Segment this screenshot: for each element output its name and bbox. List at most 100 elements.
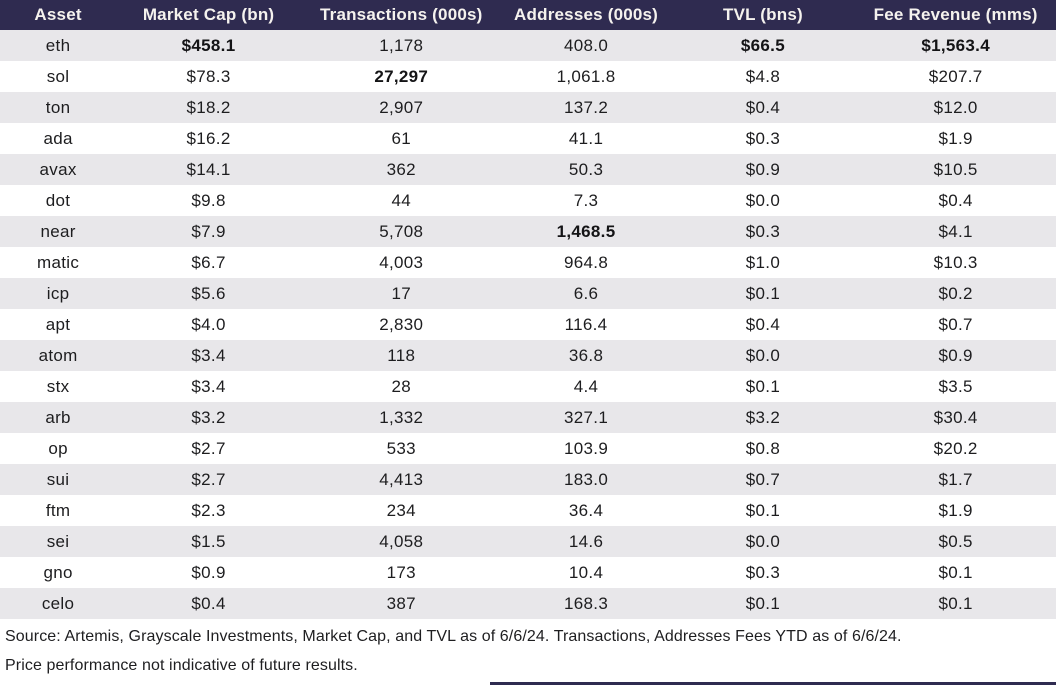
table-row: ada $16.2 61 41.1 $0.3 $1.9: [0, 123, 1056, 154]
table-row: avax $14.1 362 50.3 $0.9 $10.5: [0, 154, 1056, 185]
table-row: celo $0.4 387 168.3 $0.1 $0.1: [0, 588, 1056, 619]
column-header-asset: Asset: [0, 0, 117, 30]
cell-transactions: 4,413: [379, 469, 424, 489]
cell-addresses: 168.3: [564, 593, 609, 613]
cell-transactions: 61: [391, 128, 412, 148]
footer: Source: Artemis, Grayscale Investments, …: [0, 619, 1056, 675]
cell-fee-revenue: $0.5: [938, 531, 973, 551]
cell-asset: ada: [43, 128, 73, 148]
cell-transactions: 5,708: [379, 221, 424, 241]
table-header: Asset Market Cap (bn) Transactions (000s…: [0, 0, 1056, 30]
cell-transactions: 362: [386, 159, 416, 179]
cell-market-cap: $1.5: [191, 531, 226, 551]
cell-tvl: $0.0: [745, 531, 781, 551]
cell-tvl: $0.4: [745, 97, 781, 117]
cell-market-cap: $5.6: [191, 283, 226, 303]
cell-market-cap: $3.4: [191, 345, 226, 365]
cell-transactions: 533: [386, 438, 416, 458]
bottom-divider: [490, 682, 1056, 685]
cell-asset: dot: [45, 190, 71, 210]
cell-fee-revenue: $10.3: [933, 252, 978, 272]
cell-fee-revenue: $0.2: [938, 283, 973, 303]
table-body: eth $458.1 1,178 408.0 $66.5 $1,563.4 so…: [0, 30, 1056, 619]
cell-transactions: 2,907: [379, 97, 424, 117]
cell-asset: arb: [45, 407, 71, 427]
cell-asset: sui: [46, 469, 70, 489]
cell-market-cap: $6.7: [191, 252, 226, 272]
cell-fee-revenue: $1.7: [938, 469, 973, 489]
cell-asset: matic: [37, 252, 80, 272]
cell-market-cap: $3.2: [191, 407, 226, 427]
cell-asset: near: [40, 221, 76, 241]
cell-tvl: $3.2: [745, 407, 781, 427]
cell-addresses: 36.4: [568, 500, 604, 520]
cell-addresses: 41.1: [568, 128, 604, 148]
cell-fee-revenue: $3.5: [938, 376, 973, 396]
cell-addresses: 14.6: [568, 531, 604, 551]
cell-market-cap: $2.3: [191, 500, 226, 520]
cell-asset: sol: [46, 66, 70, 86]
cell-addresses: 137.2: [564, 97, 609, 117]
cell-tvl: $0.1: [745, 376, 781, 396]
cell-market-cap: $14.1: [186, 159, 231, 179]
cell-tvl: $0.1: [745, 283, 781, 303]
cell-asset: ton: [45, 97, 71, 117]
asset-metrics-table: Asset Market Cap (bn) Transactions (000s…: [0, 0, 1056, 619]
cell-fee-revenue: $12.0: [933, 97, 978, 117]
cell-tvl: $0.3: [745, 562, 781, 582]
cell-transactions: 118: [387, 345, 416, 365]
cell-addresses: 327.1: [564, 407, 609, 427]
cell-addresses: 50.3: [568, 159, 604, 179]
cell-fee-revenue: $10.5: [933, 159, 978, 179]
cell-addresses: 4.4: [573, 376, 599, 396]
cell-asset: avax: [39, 159, 77, 179]
cell-market-cap: $9.8: [191, 190, 226, 210]
cell-addresses: 36.8: [568, 345, 604, 365]
cell-transactions: 4,058: [379, 531, 424, 551]
cell-asset: apt: [45, 314, 71, 334]
table-row: stx $3.4 28 4.4 $0.1 $3.5: [0, 371, 1056, 402]
cell-tvl: $66.5: [740, 35, 785, 55]
cell-asset: atom: [38, 345, 78, 365]
cell-transactions: 173: [386, 562, 416, 582]
cell-transactions: 1,332: [379, 407, 424, 427]
table-row: sei $1.5 4,058 14.6 $0.0 $0.5: [0, 526, 1056, 557]
cell-asset: eth: [45, 35, 71, 55]
cell-addresses: 964.8: [564, 252, 609, 272]
cell-asset: ftm: [45, 500, 71, 520]
cell-addresses: 408.0: [564, 35, 609, 55]
cell-market-cap: $2.7: [191, 438, 226, 458]
table-row: dot $9.8 44 7.3 $0.0 $0.4: [0, 185, 1056, 216]
table-row: atom $3.4 118 36.8 $0.0 $0.9: [0, 340, 1056, 371]
cell-tvl: $4.8: [745, 66, 781, 86]
cell-addresses: 103.9: [564, 438, 609, 458]
cell-tvl: $0.3: [745, 128, 781, 148]
cell-fee-revenue: $1.9: [938, 500, 973, 520]
cell-asset: sei: [46, 531, 70, 551]
table-row: icp $5.6 17 6.6 $0.1 $0.2: [0, 278, 1056, 309]
table-row: near $7.9 5,708 1,468.5 $0.3 $4.1: [0, 216, 1056, 247]
cell-addresses: 1,061.8: [556, 66, 616, 86]
table-row: ftm $2.3 234 36.4 $0.1 $1.9: [0, 495, 1056, 526]
cell-transactions: 27,297: [374, 66, 429, 86]
cell-fee-revenue: $207.7: [928, 66, 983, 86]
cell-asset: celo: [41, 593, 75, 613]
cell-addresses: 116.4: [564, 314, 608, 334]
cell-market-cap: $0.9: [191, 562, 226, 582]
cell-transactions: 44: [391, 190, 412, 210]
cell-addresses: 10.4: [568, 562, 604, 582]
cell-fee-revenue: $1.9: [938, 128, 973, 148]
cell-market-cap: $4.0: [191, 314, 226, 334]
cell-transactions: 234: [386, 500, 416, 520]
table-row: matic $6.7 4,003 964.8 $1.0 $10.3: [0, 247, 1056, 278]
table-row: sui $2.7 4,413 183.0 $0.7 $1.7: [0, 464, 1056, 495]
cell-tvl: $0.9: [745, 159, 781, 179]
cell-market-cap: $16.2: [186, 128, 231, 148]
table-row: gno $0.9 173 10.4 $0.3 $0.1: [0, 557, 1056, 588]
cell-fee-revenue: $0.7: [938, 314, 973, 334]
cell-addresses: 6.6: [573, 283, 599, 303]
cell-addresses: 7.3: [573, 190, 599, 210]
cell-asset: icp: [46, 283, 70, 303]
table-row: apt $4.0 2,830 116.4 $0.4 $0.7: [0, 309, 1056, 340]
